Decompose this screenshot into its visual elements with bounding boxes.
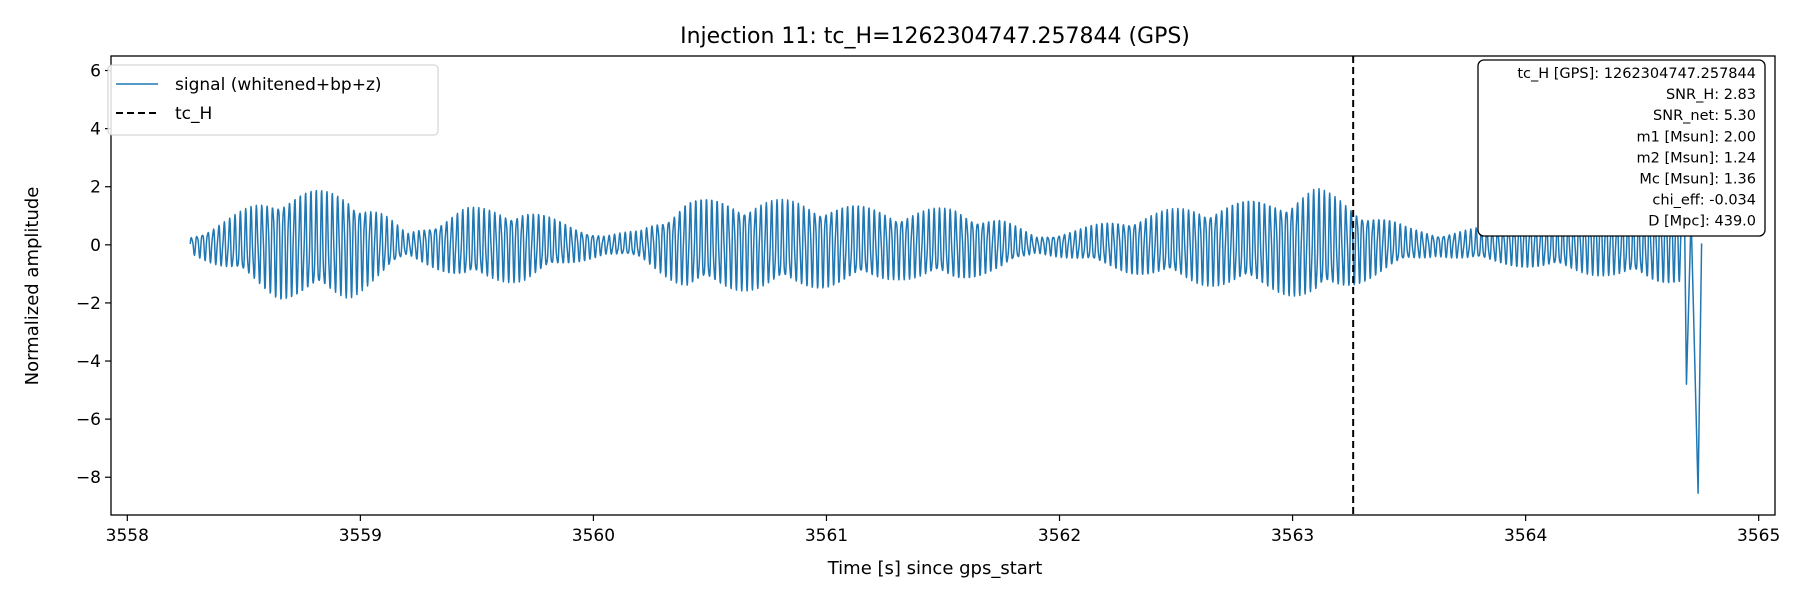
x-axis: 3558 3559 3560 3561 3562 3563 3564 3565: [106, 515, 1780, 546]
legend-frame: [107, 64, 439, 136]
y-tick-label: 6: [90, 62, 101, 82]
plot-frame: [110, 55, 1776, 516]
info-box-frame: [1477, 59, 1766, 237]
x-tick-label: 3561: [805, 526, 848, 546]
legend: signal (whitened+bp+z) tc_H: [107, 64, 439, 136]
x-axis-label: Time [s] since gps_start: [827, 558, 1043, 579]
y-tick-label: −2: [76, 294, 101, 314]
y-tick-label: 2: [90, 178, 101, 198]
plot-area: [110, 55, 1776, 516]
info-line: SNR_net: 5.30: [1653, 108, 1756, 124]
x-tick-label: 3565: [1737, 526, 1780, 546]
y-axis: −8 −6 −4 −2 0 2 4 6: [76, 62, 111, 488]
y-tick-label: −8: [76, 468, 101, 488]
info-line: Mc [Msun]: 1.36: [1639, 172, 1756, 188]
signal-series-line: [189, 187, 1703, 494]
x-tick-label: 3563: [1271, 526, 1314, 546]
info-line: SNR_H: 2.83: [1666, 87, 1756, 103]
y-tick-label: 0: [90, 236, 101, 256]
info-box: tc_H [GPS]: 1262304747.257844 SNR_H: 2.83…: [1477, 59, 1766, 237]
info-line: tc_H [GPS]: 1262304747.257844: [1517, 66, 1756, 82]
info-line: m2 [Msun]: 1.24: [1637, 150, 1757, 166]
x-tick-label: 3558: [106, 526, 149, 546]
legend-tc-label: tc_H: [175, 104, 212, 124]
y-tick-label: −4: [76, 352, 101, 372]
x-tick-label: 3564: [1504, 526, 1547, 546]
x-tick-label: 3560: [572, 526, 615, 546]
y-tick-label: −6: [76, 410, 101, 430]
x-tick-label: 3562: [1038, 526, 1081, 546]
chart-title: Injection 11: tc_H=1262304747.257844 (GP…: [680, 24, 1190, 49]
info-line: m1 [Msun]: 2.00: [1637, 129, 1757, 145]
legend-signal-label: signal (whitened+bp+z): [175, 75, 382, 95]
series-layer: [189, 187, 1703, 494]
info-line: D [Mpc]: 439.0: [1648, 214, 1756, 230]
x-tick-label: 3559: [339, 526, 382, 546]
y-axis-label: Normalized amplitude: [22, 187, 43, 386]
y-tick-label: 4: [90, 120, 101, 140]
info-line: chi_eff: -0.034: [1652, 193, 1756, 209]
